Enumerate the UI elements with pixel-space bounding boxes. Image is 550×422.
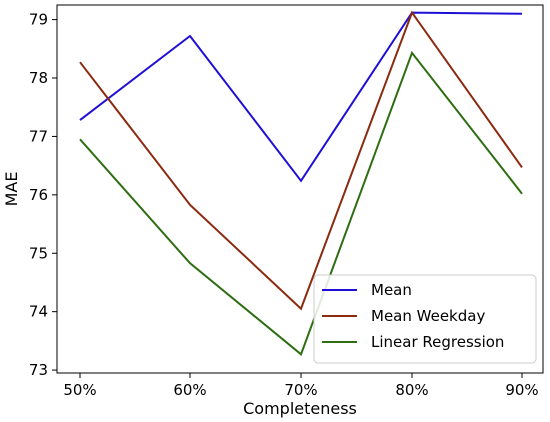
x-tick-label: 60% [173, 381, 206, 399]
legend: Mean Mean Weekday Linear Regression [313, 274, 537, 364]
series-line-0 [79, 11, 523, 183]
series-line-2 [79, 50, 523, 356]
y-tick-label: 73 [29, 361, 48, 379]
y-axis-label: MAE [2, 172, 21, 207]
legend-box [313, 274, 537, 364]
y-tick-label: 78 [29, 69, 48, 87]
legend-label: Linear Regression [371, 333, 504, 351]
plot-area-frame [56, 4, 544, 374]
x-tick-label: 90% [505, 381, 538, 399]
x-tick-label: 70% [284, 381, 317, 399]
y-tick-label: 79 [29, 11, 48, 29]
y-tick-label: 75 [29, 244, 48, 262]
y-axis: 73 74 75 76 77 78 79 [29, 11, 57, 379]
series-layer [79, 10, 523, 356]
series-line-1 [79, 10, 523, 311]
y-tick-label: 77 [29, 127, 48, 145]
y-tick-label: 74 [29, 303, 48, 321]
y-tick-label: 76 [29, 186, 48, 204]
legend-label: Mean Weekday [371, 307, 485, 325]
legend-label: Mean [371, 281, 412, 299]
x-axis: 50% 60% 70% 80% 90% [63, 373, 539, 399]
x-tick-label: 80% [395, 381, 428, 399]
x-axis-label: Completeness [243, 399, 357, 418]
x-tick-label: 50% [63, 381, 96, 399]
